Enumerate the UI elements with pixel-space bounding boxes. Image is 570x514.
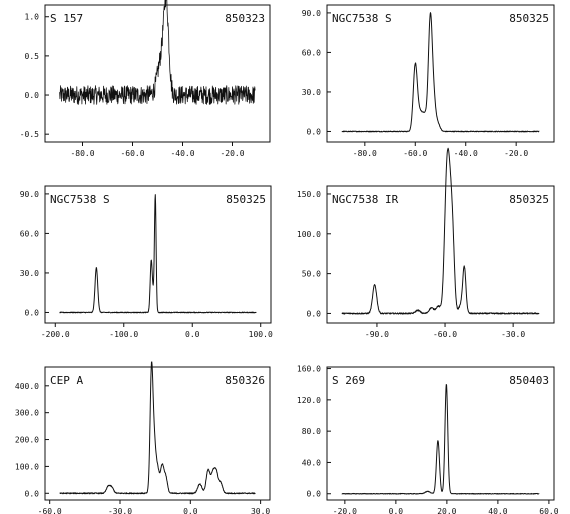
x-tick-label: 0.0 xyxy=(183,507,198,514)
date-label: 850326 xyxy=(225,374,265,387)
plot-frame xyxy=(326,185,555,324)
date-label: 850403 xyxy=(509,374,549,387)
y-tick-label: 1.0 xyxy=(25,13,40,22)
spectrum-line xyxy=(341,12,540,133)
object-label: NGC7538 IR xyxy=(332,193,399,206)
y-tick-label: 200.0 xyxy=(15,436,39,445)
x-tick-label: -60.0 xyxy=(403,149,427,158)
date-label: 850325 xyxy=(509,12,549,25)
x-tick-label: -60.0 xyxy=(433,330,457,339)
date-label: 850325 xyxy=(226,193,266,206)
object-label: S 157 xyxy=(50,12,83,25)
x-tick-label: -20.0 xyxy=(504,149,528,158)
plot-frame xyxy=(44,185,272,324)
x-tick-label: 0.0 xyxy=(185,330,200,339)
x-tick-label: 60.0 xyxy=(539,507,558,514)
x-tick-label: 0.0 xyxy=(389,507,404,514)
x-tick-label: 40.0 xyxy=(488,507,507,514)
spectrum-panel-3: 90.0 60.0 30.0 0.0 -200.0 -100.0 0.0 100.0 NGC75… xyxy=(20,185,273,339)
x-tick-label: -20.0 xyxy=(220,149,244,158)
object-label: S 269 xyxy=(332,374,365,387)
spectrum-line xyxy=(341,383,540,495)
object-label: CEP A xyxy=(50,374,83,387)
x-tick-label: -30.0 xyxy=(501,330,525,339)
spectrum-line xyxy=(59,361,256,495)
y-tick-label: 100.0 xyxy=(297,230,321,239)
y-tick-label: 90.0 xyxy=(302,9,321,18)
spectrum-panel-2: 90.0 60.0 30.0 0.0 -80.0 -60.0 -40.0 -20.0 NGC75… xyxy=(302,4,555,158)
spectrum-panel-1: 1.0 0.5 0.0 -0.5 -80.0 -60.0 -40.0 -20.0 S 157 85… xyxy=(20,0,271,158)
y-tick-label: 30.0 xyxy=(20,269,39,278)
x-tick-label: -60.0 xyxy=(38,507,62,514)
y-tick-label: 0.0 xyxy=(25,489,40,498)
x-tick-label: -90.0 xyxy=(365,330,389,339)
x-tick-label: -30.0 xyxy=(108,507,132,514)
x-tick-label: -60.0 xyxy=(120,149,144,158)
plot-frame xyxy=(44,366,271,501)
spectrum-line xyxy=(341,147,540,315)
y-tick-label: 0.0 xyxy=(307,490,322,499)
spectrum-line xyxy=(59,0,256,105)
spectrum-line xyxy=(59,194,257,314)
x-tick-label: -40.0 xyxy=(454,149,478,158)
y-tick-label: 150.0 xyxy=(297,190,321,199)
date-label: 850325 xyxy=(509,193,549,206)
plot-frame xyxy=(326,4,555,143)
y-tick-label: 0.0 xyxy=(307,309,322,318)
y-tick-label: 0.0 xyxy=(307,127,322,136)
y-tick-label: 160.0 xyxy=(297,365,321,374)
object-label: NGC7538 S xyxy=(332,12,392,25)
y-tick-label: 0.5 xyxy=(25,52,40,61)
x-tick-label: -80.0 xyxy=(70,149,94,158)
y-tick-label: 300.0 xyxy=(15,409,39,418)
spectrum-panel-6: 160.0 120.0 80.0 40.0 0.0 -20.0 0.0 20.0 40.0 60.… xyxy=(297,365,559,514)
y-tick-label: 80.0 xyxy=(302,427,321,436)
plot-frame xyxy=(326,366,555,501)
y-tick-label: 50.0 xyxy=(302,270,321,279)
x-tick-label: -40.0 xyxy=(170,149,194,158)
y-tick-label: 60.0 xyxy=(302,48,321,57)
y-tick-label: 60.0 xyxy=(20,229,39,238)
y-tick-label: 100.0 xyxy=(15,462,39,471)
y-tick-label: 30.0 xyxy=(302,88,321,97)
x-tick-label: -80.0 xyxy=(353,149,377,158)
x-tick-label: -20.0 xyxy=(333,507,357,514)
y-tick-label: 40.0 xyxy=(302,458,321,467)
x-tick-label: 100.0 xyxy=(249,330,273,339)
x-tick-label: -100.0 xyxy=(109,330,138,339)
plot-frame xyxy=(44,4,271,143)
spectrum-panel-4: 150.0 100.0 50.0 0.0 -90.0 -60.0 -30.0 NGC7538 … xyxy=(297,147,555,339)
y-tick-label: 400.0 xyxy=(15,382,39,391)
date-label: 850323 xyxy=(225,12,265,25)
y-tick-label: 120.0 xyxy=(297,396,321,405)
x-tick-label: 30.0 xyxy=(251,507,270,514)
x-tick-label: -200.0 xyxy=(41,330,70,339)
y-tick-label: 0.0 xyxy=(25,91,40,100)
y-tick-label: -0.5 xyxy=(20,130,39,139)
y-tick-label: 90.0 xyxy=(20,190,39,199)
spectrum-panel-5: 400.0 300.0 200.0 100.0 0.0 -60.0 -30.0 0.0 30.0… xyxy=(15,361,271,514)
y-tick-label: 0.0 xyxy=(25,308,40,317)
x-tick-label: 20.0 xyxy=(437,507,456,514)
object-label: NGC7538 S xyxy=(50,193,110,206)
